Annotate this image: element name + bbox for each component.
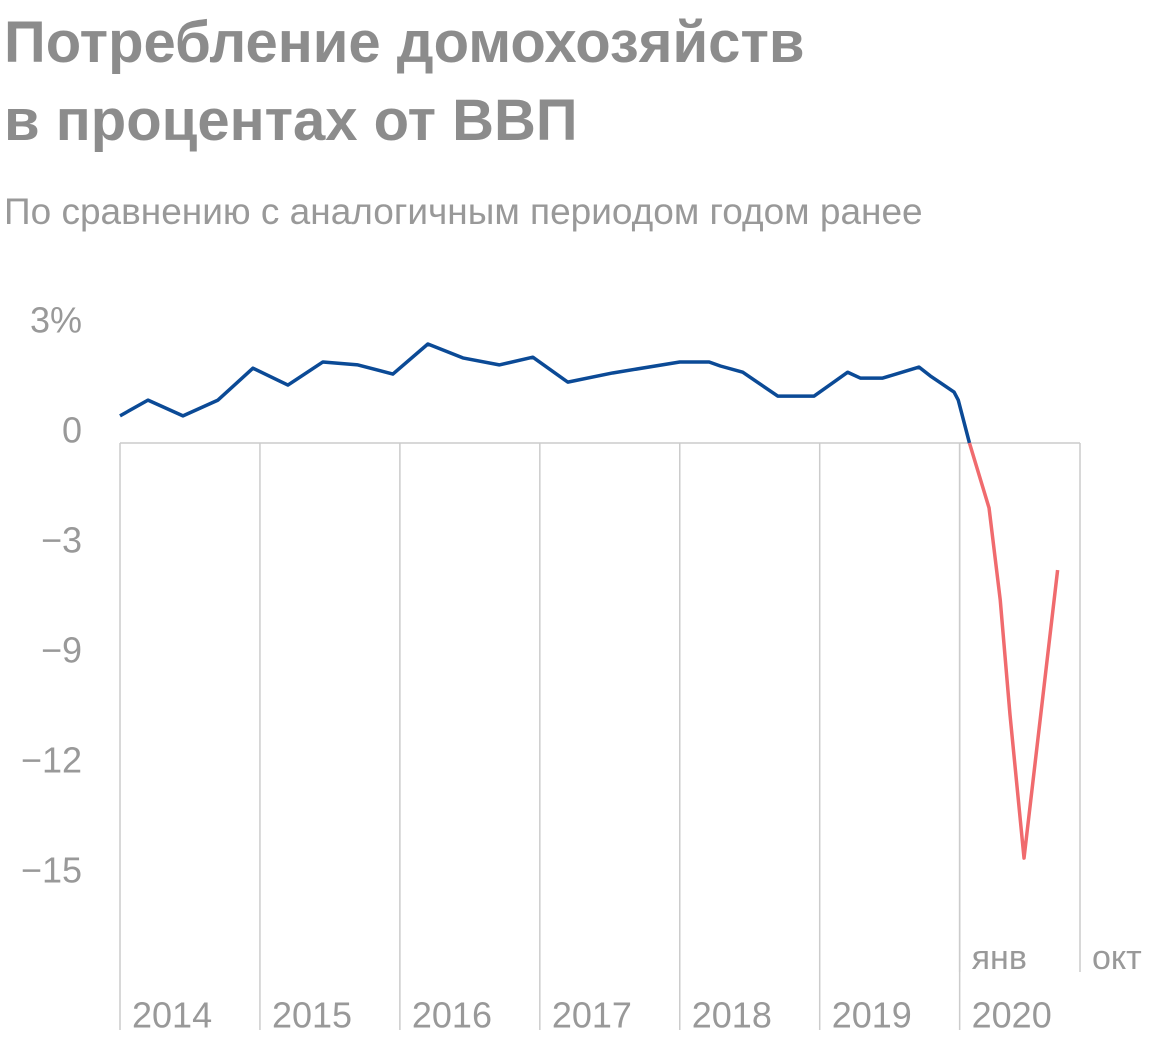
x-tick-label: 2018 — [692, 995, 772, 1036]
y-tick-label: −3 — [41, 520, 82, 561]
x-tick-label: 2019 — [832, 995, 912, 1036]
y-tick-label: −15 — [21, 850, 82, 891]
y-tick-label: −9 — [41, 630, 82, 671]
y-tick-label: −12 — [21, 740, 82, 781]
chart-title: Потребление домохозяйств — [4, 10, 805, 75]
series-line — [119, 342, 972, 444]
month-tick-label: окт — [1092, 939, 1142, 977]
y-tick-label: 3% — [30, 300, 82, 341]
x-tick-label: 2015 — [272, 995, 352, 1036]
chart-subtitle: По сравнению с аналогичным периодом годо… — [4, 191, 923, 232]
x-tick-label: 2016 — [412, 995, 492, 1036]
x-tick-label: 2017 — [552, 995, 632, 1036]
y-tick-label: 0 — [62, 410, 82, 451]
x-tick-label: 2020 — [972, 995, 1052, 1036]
month-tick-label: янв — [972, 939, 1027, 977]
x-tick-label: 2014 — [132, 995, 212, 1036]
series-line — [967, 442, 1060, 860]
chart-title: в процентах от ВВП — [4, 88, 578, 153]
